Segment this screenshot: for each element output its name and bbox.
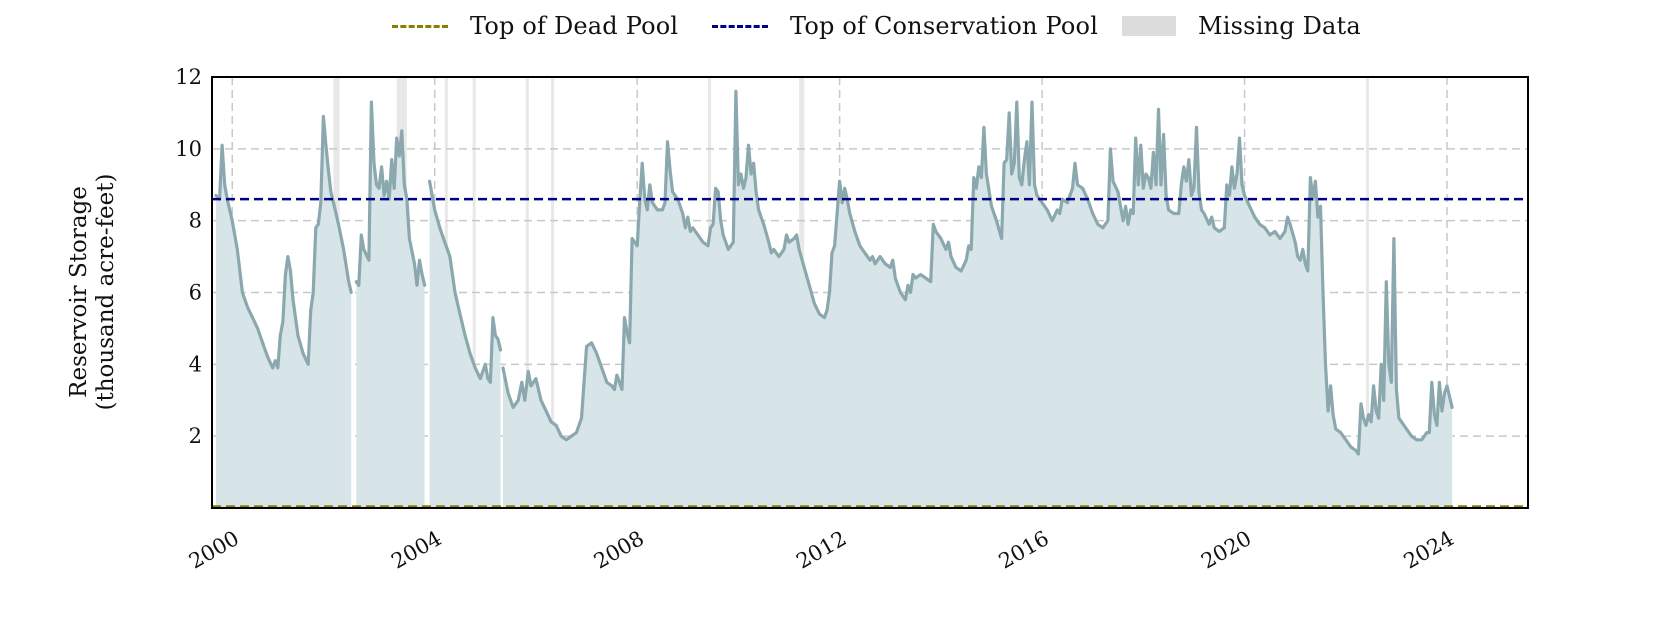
y-tick-label: 4 [189,352,202,376]
legend-label-missing-data: Missing Data [1198,12,1361,40]
x-tick-label: 2000 [185,526,243,574]
legend-swatch-dead-pool [392,24,448,28]
plot-frame [211,76,1529,509]
legend: Top of Dead Pool Top of Conservation Poo… [0,6,1680,46]
storage-area [503,91,1453,508]
x-tick-label: 2004 [387,526,445,574]
legend-item-missing-data: Missing Data [1122,6,1361,46]
x-tick-label: 2008 [590,526,648,574]
y-tick-label: 8 [189,209,202,233]
legend-item-dead-pool: Top of Dead Pool [392,6,678,46]
missing-data-band [1366,77,1370,508]
y-axis-title-line2: (thousand acre-feet) [93,174,119,411]
reference-lines-layer [212,197,1528,508]
y-tick-labels: 2 4 6 8 10 12 [175,65,202,448]
storage-line [428,179,503,384]
x-tick-label: 2016 [995,526,1053,574]
legend-swatch-missing-data [1122,16,1176,36]
x-tick-label: 2020 [1197,526,1255,574]
y-tick-label: 6 [189,281,202,305]
y-axis-title-line1: Reservoir Storage [66,186,92,398]
storage-area [429,181,501,508]
y-tick-label: 10 [175,137,202,161]
legend-swatch-conservation-pool [712,24,768,28]
storage-line [501,89,1454,456]
storage-line [214,114,353,370]
x-tick-label: 2012 [792,526,850,574]
storage-line-layer [214,89,1454,456]
x-tick-label: 2024 [1400,526,1458,574]
y-tick-label: 2 [189,424,202,448]
storage-area [356,102,425,508]
y-tick-label: 12 [175,65,202,89]
legend-label-conservation-pool: Top of Conservation Pool [790,12,1099,40]
legend-label-dead-pool: Top of Dead Pool [470,12,679,40]
legend-item-conservation-pool: Top of Conservation Pool [712,6,1098,46]
storage-line [354,100,427,287]
x-tick-labels: 2000 2004 2008 2012 2016 2020 2024 [185,526,1458,574]
